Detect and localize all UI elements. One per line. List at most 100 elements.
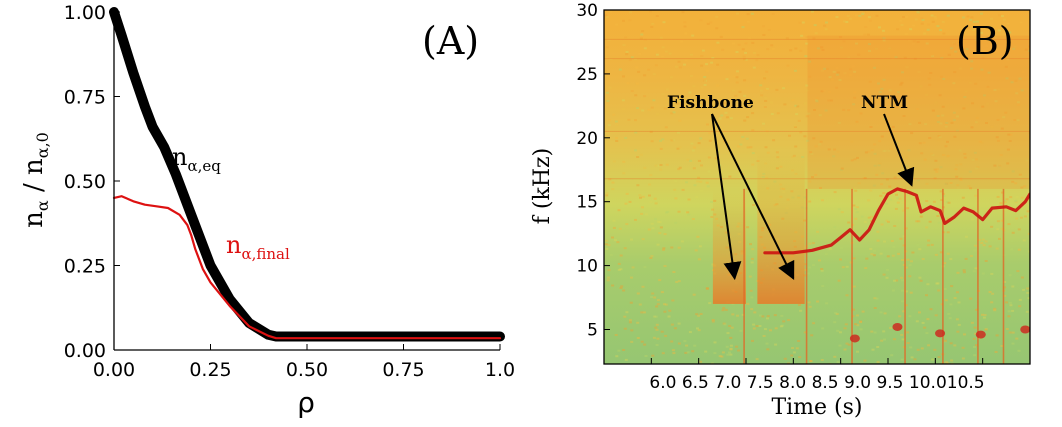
- noise-speck: [895, 106, 899, 109]
- noise-speck: [767, 29, 771, 31]
- noise-speck: [1014, 199, 1018, 202]
- noise-speck: [800, 34, 804, 37]
- noise-speck: [894, 56, 898, 59]
- noise-speck: [617, 209, 621, 212]
- noise-speck: [1011, 331, 1015, 334]
- noise-speck: [818, 114, 822, 117]
- series-line-final: [112, 195, 502, 340]
- noise-speck: [686, 351, 690, 354]
- noise-speck: [807, 58, 811, 61]
- noise-speck: [615, 23, 619, 26]
- noise-speck: [899, 237, 903, 240]
- noise-speck: [1016, 270, 1020, 273]
- noise-speck: [974, 267, 978, 270]
- noise-speck: [1008, 274, 1012, 277]
- noise-speck: [808, 242, 812, 245]
- noise-speck: [819, 187, 822, 189]
- noise-speck: [736, 12, 739, 15]
- low-freq-blob: [1020, 325, 1030, 334]
- noise-speck: [1011, 342, 1015, 345]
- noise-speck: [945, 122, 949, 124]
- noise-speck: [674, 221, 678, 224]
- noise-speck: [614, 334, 618, 336]
- noise-speck: [956, 330, 960, 333]
- noise-speck: [943, 339, 947, 342]
- noise-speck: [782, 320, 786, 323]
- noise-speck: [914, 18, 918, 21]
- noise-speck: [786, 64, 790, 67]
- noise-speck: [937, 289, 941, 292]
- noise-speck: [628, 200, 632, 203]
- noise-speck: [739, 143, 743, 146]
- noise-speck: [811, 242, 815, 245]
- noise-speck: [612, 113, 616, 116]
- noise-speck: [647, 228, 651, 231]
- noise-speck: [856, 156, 859, 159]
- noise-speck: [698, 245, 702, 248]
- noise-speck: [931, 109, 935, 112]
- noise-speck: [649, 174, 653, 177]
- noise-speck: [654, 64, 658, 67]
- noise-speck: [622, 289, 626, 292]
- noise-speck: [680, 240, 684, 243]
- noise-speck: [1015, 92, 1019, 95]
- noise-speck: [855, 211, 859, 214]
- noise-speck: [718, 117, 722, 120]
- noise-speck: [783, 103, 787, 106]
- noise-speck: [878, 140, 882, 143]
- noise-speck: [737, 145, 741, 148]
- noise-speck: [891, 125, 895, 128]
- noise-speck: [1011, 180, 1015, 183]
- noise-speck: [918, 109, 922, 112]
- noise-speck: [716, 84, 720, 87]
- noise-speck: [833, 191, 837, 194]
- noise-speck: [659, 139, 662, 142]
- noise-speck: [915, 320, 919, 323]
- noise-speck: [922, 141, 926, 144]
- noise-speck: [670, 323, 674, 326]
- noise-speck: [751, 257, 754, 260]
- noise-speck: [873, 66, 876, 69]
- noise-speck: [939, 29, 942, 32]
- panel-b-y-tick-label: 10: [576, 257, 598, 277]
- noise-speck: [821, 69, 824, 72]
- noise-speck: [748, 37, 752, 40]
- noise-speck: [1026, 291, 1030, 294]
- noise-speck: [1021, 70, 1025, 73]
- noise-speck: [919, 279, 923, 282]
- series-label-eq: nα,eq: [172, 143, 221, 175]
- noise-speck: [959, 163, 963, 166]
- noise-speck: [923, 32, 927, 35]
- panel-a-xlabel: ρ: [297, 386, 315, 419]
- noise-speck: [855, 120, 859, 123]
- noise-speck: [997, 29, 1001, 32]
- noise-speck: [743, 119, 747, 122]
- noise-speck: [808, 266, 812, 269]
- noise-speck: [969, 19, 973, 21]
- noise-speck: [625, 192, 629, 195]
- noise-speck: [751, 112, 755, 115]
- noise-speck: [906, 207, 910, 210]
- noise-speck: [839, 258, 842, 261]
- noise-speck: [949, 342, 953, 345]
- series-line-eq: [109, 7, 505, 342]
- noise-speck: [662, 248, 665, 251]
- noise-speck: [828, 247, 832, 250]
- noise-speck: [855, 42, 858, 45]
- noise-speck: [740, 131, 744, 134]
- noise-speck: [631, 266, 635, 269]
- noise-speck: [849, 261, 853, 264]
- noise-speck: [940, 57, 944, 60]
- noise-speck: [741, 26, 745, 29]
- noise-speck: [994, 37, 998, 40]
- noise-speck: [990, 301, 994, 304]
- panel-a-y-tick-label: 1.00: [64, 2, 106, 24]
- noise-speck: [973, 326, 977, 329]
- noise-speck: [936, 25, 940, 28]
- noise-speck: [676, 147, 680, 150]
- noise-speck: [736, 314, 739, 317]
- noise-speck: [608, 119, 611, 122]
- noise-speck: [1018, 173, 1022, 176]
- noise-speck: [856, 350, 859, 353]
- noise-speck: [746, 302, 750, 305]
